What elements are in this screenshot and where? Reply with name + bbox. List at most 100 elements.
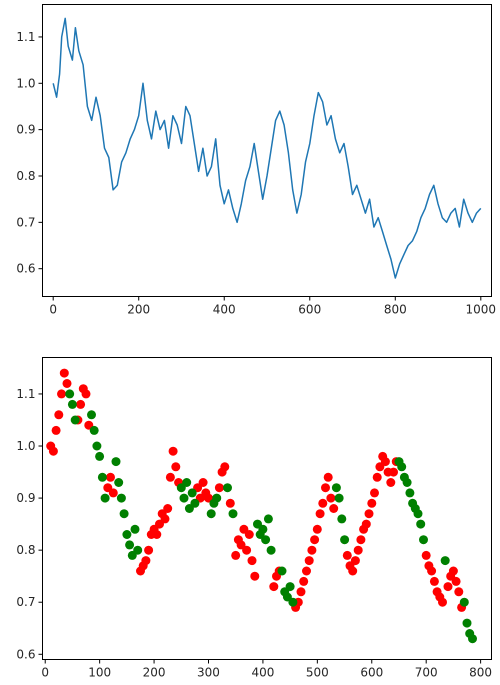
scatter-point xyxy=(372,472,382,482)
scatter-point xyxy=(214,483,224,493)
scatter-point xyxy=(307,545,317,555)
scatter-point xyxy=(321,483,330,493)
scatter-point xyxy=(125,540,135,550)
scatter-point xyxy=(225,498,235,508)
x-tick-label: 0 xyxy=(49,303,57,317)
scatter-point xyxy=(179,493,189,503)
scatter-point xyxy=(100,493,110,503)
scatter-point xyxy=(152,530,162,539)
scatter-point xyxy=(261,535,271,545)
scatter-point xyxy=(244,530,254,539)
scatter-point xyxy=(242,545,252,555)
x-tick-label: 300 xyxy=(197,666,220,680)
scatter-point xyxy=(299,576,309,586)
scatter-point xyxy=(304,556,314,566)
scatter-point xyxy=(402,478,412,487)
scatter-point xyxy=(454,587,464,597)
scatter-point xyxy=(114,478,124,487)
scatter-point xyxy=(312,524,322,534)
plot-frame xyxy=(42,4,492,297)
scatter-point xyxy=(334,493,344,503)
scatter-point xyxy=(315,509,325,519)
scatter-point xyxy=(419,535,428,545)
scatter-point xyxy=(206,509,216,519)
scatter-point xyxy=(427,566,437,576)
y-tick-label: 1.1 xyxy=(16,30,35,44)
x-tick-label: 800 xyxy=(469,666,492,680)
scatter-point xyxy=(187,488,197,498)
plot-area xyxy=(52,17,482,279)
scatter-point xyxy=(133,545,143,555)
scatter-point xyxy=(67,399,77,409)
line-chart: 0 200 400 600 800 1000 0.6 0.7 0.8 0.9 1.0 1.1 xyxy=(16,4,496,317)
x-tick-label: 600 xyxy=(298,303,321,317)
scatter-point xyxy=(258,524,268,534)
scatter-point xyxy=(263,514,273,524)
y-axis: 0.6 0.7 0.8 0.9 1.0 1.1 xyxy=(16,387,43,661)
y-tick-label: 0.8 xyxy=(16,543,35,557)
scatter-point xyxy=(421,550,431,560)
scatter-chart: 0 100 200 300 400 500 600 700 800 0.6 0.7 0.8 0.9 1.… xyxy=(16,357,492,680)
scatter-point xyxy=(51,425,61,435)
scatter-point xyxy=(277,566,287,576)
scatter-point xyxy=(116,493,126,503)
scatter-point xyxy=(443,582,453,592)
scatter-point xyxy=(416,519,426,529)
scatter-point xyxy=(288,597,298,607)
x-tick-label: 200 xyxy=(127,303,150,317)
scatter-point xyxy=(119,509,129,519)
scatter-point xyxy=(459,597,469,607)
scatter-point xyxy=(318,498,328,508)
scatter-point xyxy=(361,519,371,529)
y-tick-label: 0.9 xyxy=(16,123,35,137)
scatter-point xyxy=(231,550,241,560)
x-axis: 0 100 200 300 400 500 600 700 800 xyxy=(41,659,492,680)
y-tick-label: 1.1 xyxy=(16,387,35,401)
scatter-point xyxy=(342,550,352,560)
x-tick-label: 800 xyxy=(384,303,407,317)
x-tick-label: 200 xyxy=(143,666,166,680)
scatter-point xyxy=(269,582,279,592)
scatter-point xyxy=(440,556,450,566)
scatter-point xyxy=(182,478,192,487)
scatter-point xyxy=(451,576,461,586)
scatter-point xyxy=(212,493,222,503)
x-tick-label: 500 xyxy=(306,666,329,680)
scatter-point xyxy=(331,483,341,493)
scatter-point xyxy=(141,556,151,566)
scatter-point xyxy=(57,389,66,399)
scatter-point xyxy=(223,483,232,493)
scatter-point xyxy=(70,415,80,425)
scatter-point xyxy=(59,368,69,378)
scatter-point xyxy=(413,509,423,519)
scatter-point xyxy=(144,545,154,555)
x-tick-label: 700 xyxy=(415,666,438,680)
scatter-point xyxy=(48,446,58,456)
scatter-point xyxy=(108,488,118,498)
y-axis: 0.6 0.7 0.8 0.9 1.0 1.1 xyxy=(16,30,43,276)
scatter-point xyxy=(296,587,306,597)
scatter-point xyxy=(111,457,121,467)
plot-frame xyxy=(42,357,492,660)
scatter-point xyxy=(54,410,64,420)
scatter-point xyxy=(165,472,175,482)
y-tick-label: 1.0 xyxy=(16,439,35,453)
y-tick-label: 0.6 xyxy=(16,262,35,276)
scatter-point xyxy=(160,514,170,524)
x-axis: 0 200 400 600 800 1000 xyxy=(49,296,496,317)
y-tick-label: 1.0 xyxy=(16,76,35,90)
scatter-point xyxy=(386,478,396,487)
y-tick-label: 0.8 xyxy=(16,169,35,183)
y-tick-label: 0.7 xyxy=(16,215,35,229)
scatter-point xyxy=(97,472,107,482)
scatter-point xyxy=(95,451,105,461)
scatter-point xyxy=(462,618,472,628)
x-tick-label: 600 xyxy=(360,666,383,680)
scatter-point xyxy=(250,571,260,581)
scatter-point xyxy=(62,379,72,388)
scatter-point xyxy=(329,504,339,513)
scatter-point xyxy=(468,634,477,644)
scatter-point xyxy=(106,472,115,482)
x-tick-label: 100 xyxy=(88,666,111,680)
scatter-point xyxy=(364,509,374,519)
